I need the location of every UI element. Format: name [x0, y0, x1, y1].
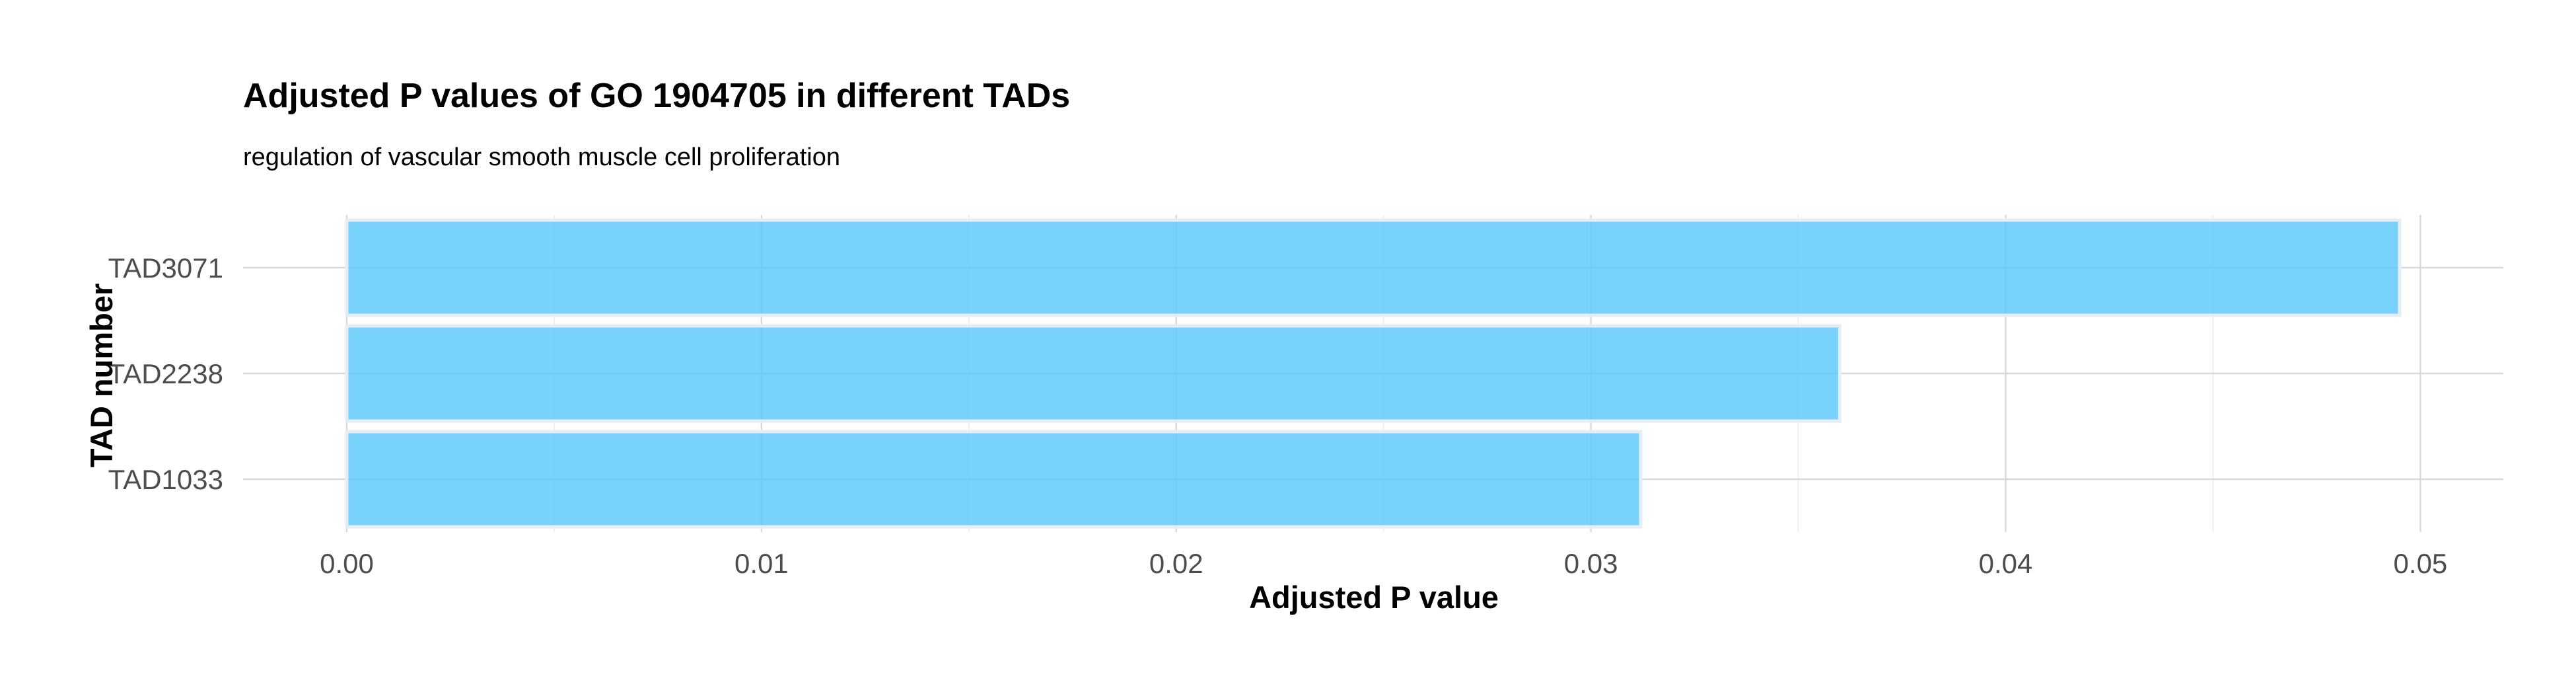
x-tick-label: 0.03	[1564, 548, 1618, 579]
x-tick-label: 0.04	[1979, 548, 2033, 579]
y-tick-label: TAD1033	[108, 464, 223, 495]
x-tick-label: 0.00	[320, 548, 374, 579]
bar-tad3071	[345, 218, 2402, 317]
bar-tad2238	[345, 324, 1842, 423]
y-tick-label: TAD2238	[108, 358, 223, 389]
chart-subtitle: regulation of vascular smooth muscle cel…	[243, 143, 840, 171]
bars	[345, 218, 2402, 529]
x-axis-ticks: 0.00 0.01 0.02 0.03 0.04 0.05	[320, 548, 2447, 579]
x-tick-label: 0.02	[1149, 548, 1203, 579]
x-tick-label: 0.01	[734, 548, 789, 579]
chart-title: Adjusted P values of GO 1904705 in diffe…	[243, 77, 1070, 115]
x-axis-title: Adjusted P value	[1249, 580, 1499, 615]
x-tick-label: 0.05	[2394, 548, 2448, 579]
y-axis-title: TAD number	[84, 284, 119, 468]
y-axis-ticks: TAD3071 TAD2238 TAD1033	[108, 252, 223, 495]
bar-tad1033	[345, 430, 1643, 529]
y-tick-label: TAD3071	[108, 252, 223, 284]
